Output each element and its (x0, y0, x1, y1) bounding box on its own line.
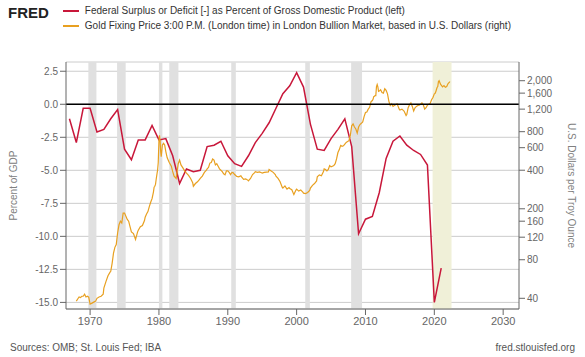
svg-text:2020: 2020 (422, 315, 446, 327)
svg-text:1,600: 1,600 (527, 88, 552, 99)
svg-text:1,200: 1,200 (527, 104, 552, 115)
svg-text:U.S. Dollars per Troy Ounce: U.S. Dollars per Troy Ounce (566, 123, 577, 248)
svg-text:1970: 1970 (78, 315, 102, 327)
svg-text:80: 80 (527, 254, 539, 265)
html-text:FRED: FRED (8, 4, 49, 21)
svg-text:1980: 1980 (147, 315, 171, 327)
svg-text:-5.0: -5.0 (41, 165, 59, 176)
svg-text:40: 40 (527, 293, 539, 304)
svg-text:-10.0: -10.0 (35, 231, 58, 242)
svg-text:Percent of GDP: Percent of GDP (8, 150, 19, 220)
svg-text:2010: 2010 (353, 315, 377, 327)
svg-text:2000: 2000 (284, 315, 308, 327)
svg-text:120: 120 (527, 232, 544, 243)
svg-text:0.0: 0.0 (44, 99, 58, 110)
svg-text:160: 160 (527, 216, 544, 227)
svg-text:-7.5: -7.5 (41, 198, 59, 209)
svg-text:-2.5: -2.5 (41, 132, 59, 143)
svg-text:600: 600 (527, 142, 544, 153)
svg-text:800: 800 (527, 126, 544, 137)
svg-text:200: 200 (527, 203, 544, 214)
svg-text:-15.0: -15.0 (35, 297, 58, 308)
svg-text:1990: 1990 (216, 315, 240, 327)
html-text:Gold Fixing Price 3:00 P.M. (L: Gold Fixing Price 3:00 P.M. (London time… (84, 20, 511, 31)
html-text:fred.stlouisfed.org: fred.stlouisfed.org (495, 341, 575, 353)
svg-text:400: 400 (527, 165, 544, 176)
html-text:Sources: OMB; St. Louis Fed; I: Sources: OMB; St. Louis Fed; IBA (10, 341, 162, 353)
svg-text:2030: 2030 (491, 315, 515, 327)
svg-text:2,000: 2,000 (527, 75, 552, 86)
svg-text:2.5: 2.5 (44, 66, 58, 77)
svg-text:-12.5: -12.5 (35, 264, 58, 275)
html-text:Federal Surplus or Deficit [-]: Federal Surplus or Deficit [-] as Percen… (84, 5, 405, 16)
